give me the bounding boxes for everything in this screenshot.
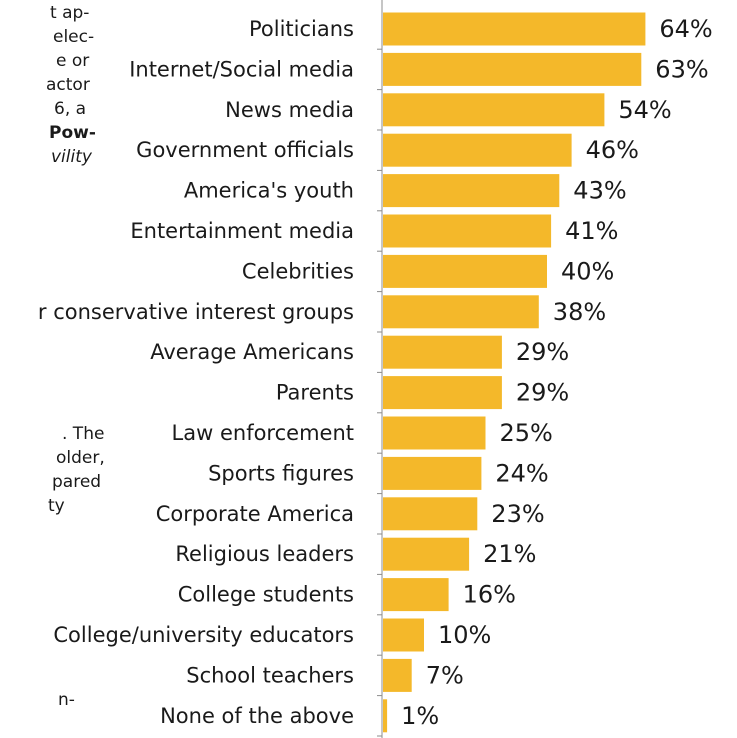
category-label-none-of-the-above: None of the above xyxy=(160,704,354,728)
bar-r-conservative-interest-groups xyxy=(383,295,539,329)
bar-america-s-youth xyxy=(383,174,560,208)
body-text-fragment: elec- xyxy=(53,27,95,47)
body-text-fragment: 6, a xyxy=(54,99,87,119)
bar-politicians xyxy=(383,12,646,46)
category-label-school-teachers: School teachers xyxy=(186,663,354,687)
value-label-politicians: 64% xyxy=(659,15,712,43)
bar-college-university-educators xyxy=(383,618,424,652)
body-text-fragment: older, xyxy=(56,448,105,468)
value-label-sports-figures: 24% xyxy=(495,459,548,487)
bar-news-media xyxy=(383,93,605,127)
bar-government-officials xyxy=(383,133,572,167)
bar-none-of-the-above xyxy=(383,699,388,733)
value-label-college-students: 16% xyxy=(463,581,516,609)
category-label-average-americans: Average Americans xyxy=(150,340,354,364)
value-label-government-officials: 46% xyxy=(586,136,639,164)
category-label-parents: Parents xyxy=(276,381,354,405)
category-label-college-students: College students xyxy=(178,583,354,607)
bar-average-americans xyxy=(383,335,502,369)
body-text-fragment: . The xyxy=(62,424,105,444)
category-label-internet-social-media: Internet/Social media xyxy=(129,57,354,81)
bar-entertainment-media xyxy=(383,214,552,248)
value-label-news-media: 54% xyxy=(618,96,671,124)
category-label-america-s-youth: America's youth xyxy=(184,179,354,203)
body-text-fragment: actor xyxy=(46,75,90,95)
body-text-fragment: Pow- xyxy=(49,123,96,143)
value-label-school-teachers: 7% xyxy=(426,661,464,689)
bar-college-students xyxy=(383,578,449,612)
category-label-entertainment-media: Entertainment media xyxy=(130,219,354,243)
bar-religious-leaders xyxy=(383,537,470,571)
body-text-fragment: pared xyxy=(52,472,102,492)
bar-corporate-america xyxy=(383,497,478,531)
bar-sports-figures xyxy=(383,456,482,490)
bar-law-enforcement xyxy=(383,416,486,450)
bar-parents xyxy=(383,376,502,410)
category-label-corporate-america: Corporate America xyxy=(156,502,354,526)
body-text-fragment: vility xyxy=(51,147,92,167)
category-label-celebrities: Celebrities xyxy=(242,259,354,283)
category-label-news-media: News media xyxy=(225,98,354,122)
value-label-internet-social-media: 63% xyxy=(655,55,708,83)
category-label-law-enforcement: Law enforcement xyxy=(172,421,354,445)
category-label-religious-leaders: Religious leaders xyxy=(175,542,354,566)
body-text-fragment: e or xyxy=(56,51,90,71)
body-text-fragment: n- xyxy=(58,690,75,710)
value-label-none-of-the-above: 1% xyxy=(401,702,439,730)
category-label-r-conservative-interest-groups: r conservative interest groups xyxy=(38,300,354,324)
value-label-america-s-youth: 43% xyxy=(573,177,626,205)
value-label-average-americans: 29% xyxy=(516,338,569,366)
category-label-college-university-educators: College/university educators xyxy=(53,623,354,647)
value-label-entertainment-media: 41% xyxy=(565,217,618,245)
bar-school-teachers xyxy=(383,658,412,692)
body-text-fragment: ty xyxy=(48,496,65,516)
value-label-r-conservative-interest-groups: 38% xyxy=(553,298,606,326)
category-label-sports-figures: Sports figures xyxy=(208,461,354,485)
value-label-college-university-educators: 10% xyxy=(438,621,491,649)
body-text-fragment: t ap- xyxy=(50,3,90,23)
value-label-religious-leaders: 21% xyxy=(483,540,536,568)
value-label-parents: 29% xyxy=(516,379,569,407)
bar-internet-social-media xyxy=(383,52,642,86)
value-label-celebrities: 40% xyxy=(561,257,614,285)
value-label-corporate-america: 23% xyxy=(491,500,544,528)
value-label-law-enforcement: 25% xyxy=(500,419,553,447)
category-label-politicians: Politicians xyxy=(249,17,354,41)
bar-celebrities xyxy=(383,254,547,288)
category-label-government-officials: Government officials xyxy=(136,138,354,162)
